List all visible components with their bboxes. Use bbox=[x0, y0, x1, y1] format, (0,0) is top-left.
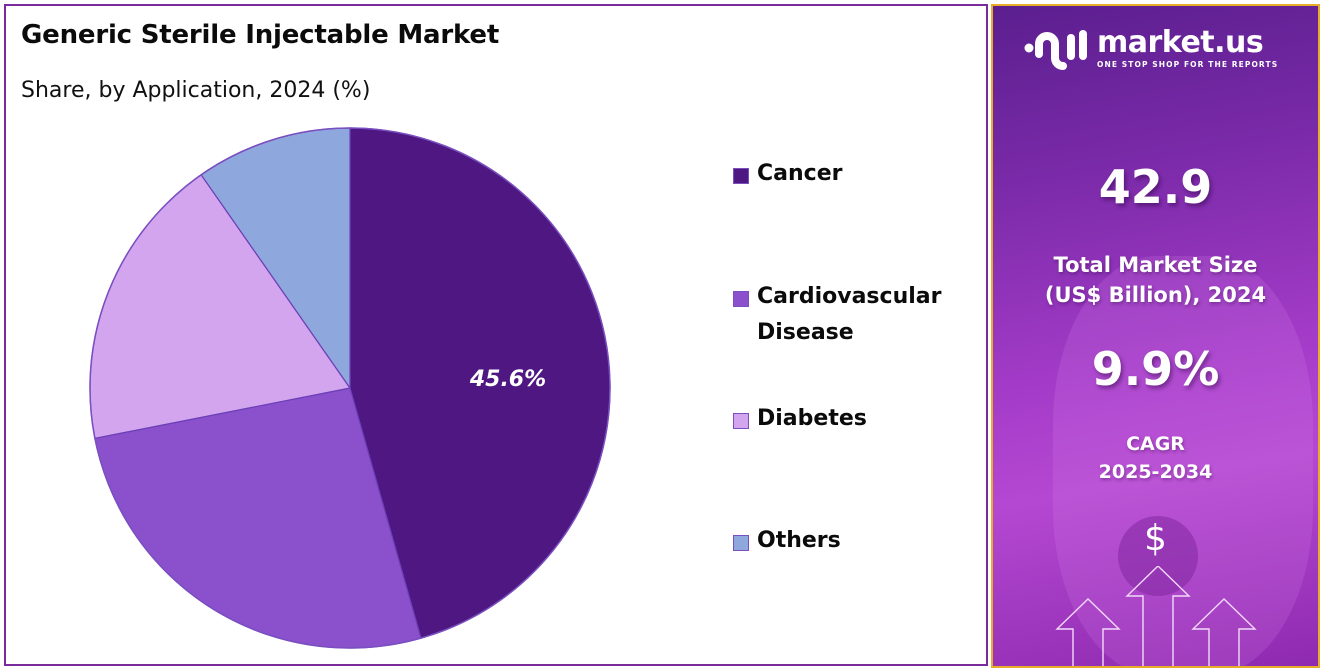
background-decoration bbox=[1118, 516, 1198, 596]
legend-item-diabetes[interactable]: Diabetes bbox=[733, 406, 867, 437]
legend-item-cardiovascular-disease[interactable]: Cardiovascular Disease bbox=[733, 284, 941, 351]
legend-label: Cancer bbox=[757, 161, 843, 186]
info-panel: market.us ONE STOP SHOP FOR THE REPORTS … bbox=[991, 4, 1320, 668]
cagr-caption-line2: 2025-2034 bbox=[1098, 461, 1213, 483]
slice-label-cancer: 45.6% bbox=[469, 367, 546, 392]
legend-item-cancer[interactable]: Cancer bbox=[733, 161, 842, 192]
market-size-value: 42.9 bbox=[1098, 160, 1213, 214]
chart-title: Generic Sterile Injectable Market bbox=[21, 20, 500, 50]
legend-swatch-cancer bbox=[733, 168, 749, 184]
background-decoration bbox=[1053, 256, 1313, 666]
growth-arrows-icon bbox=[1055, 566, 1257, 666]
legend-item-others[interactable]: Others bbox=[733, 528, 841, 559]
brand-logo[interactable]: market.us ONE STOP SHOP FOR THE REPORTS bbox=[1023, 24, 1278, 72]
legend-label-line1: Cardiovascular bbox=[757, 284, 942, 309]
brand-logo-icon bbox=[1024, 30, 1087, 70]
legend-swatch-others bbox=[733, 535, 749, 551]
dollar-icon: $ bbox=[1144, 518, 1167, 559]
market-size-caption-line1: Total Market Size bbox=[1053, 253, 1258, 277]
legend-label: Cardiovascular Disease bbox=[757, 279, 941, 351]
cagr-caption-line1: CAGR bbox=[1126, 433, 1185, 455]
pie-chart: 45.6% bbox=[89, 127, 611, 649]
legend-label: Others bbox=[757, 528, 841, 553]
cagr-value: 9.9% bbox=[1091, 342, 1220, 396]
pie-outline bbox=[89, 127, 611, 649]
legend-swatch-diabetes bbox=[733, 413, 749, 429]
brand-name: market.us bbox=[1097, 24, 1264, 60]
brand-tagline: ONE STOP SHOP FOR THE REPORTS bbox=[1097, 59, 1279, 69]
market-size-caption-line2: (US$ Billion), 2024 bbox=[1044, 283, 1267, 307]
chart-subtitle: Share, by Application, 2024 (%) bbox=[21, 78, 371, 103]
market-size-caption: Total Market Size (US$ Billion), 2024 bbox=[993, 250, 1318, 310]
legend-label-line2: Disease bbox=[757, 320, 854, 345]
cagr-caption: CAGR 2025-2034 bbox=[993, 430, 1318, 486]
legend-swatch-cardiovascular bbox=[733, 291, 749, 307]
legend-label: Diabetes bbox=[757, 406, 867, 431]
